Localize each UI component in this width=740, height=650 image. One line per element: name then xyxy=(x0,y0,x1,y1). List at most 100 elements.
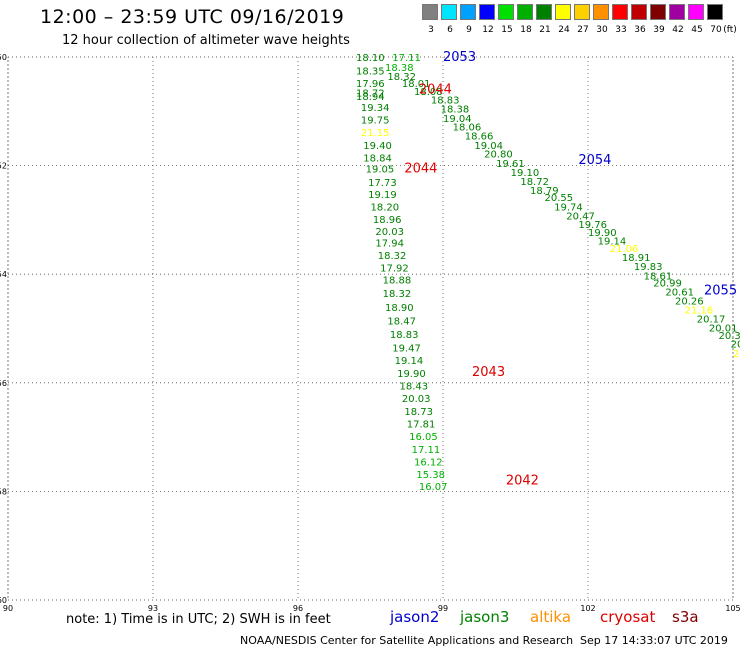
wave-height-label: 18.96 xyxy=(373,215,402,226)
legend-swatch-70 xyxy=(707,4,723,20)
wave-height-label: 18.32 xyxy=(378,251,407,262)
wave-height-label: 19.83 xyxy=(634,262,663,273)
y-tick-label: -52 xyxy=(0,162,7,171)
wave-height-label: 18.47 xyxy=(387,316,416,327)
wave-height-label: 18.94 xyxy=(356,92,385,103)
legend-label: 18 xyxy=(520,25,532,35)
wave-height-label: 18.38 xyxy=(441,105,470,116)
legend-swatch-18 xyxy=(517,4,533,20)
wave-height-label: 2 xyxy=(733,349,739,360)
wave-height-label: 20.55 xyxy=(545,193,574,204)
satellite-label-s3a: s3a xyxy=(672,608,699,626)
wave-height-label: 18.35 xyxy=(356,67,385,78)
wave-height-label: 17.92 xyxy=(380,264,409,275)
legend-swatch-36 xyxy=(631,4,647,20)
wave-height-label: 20.61 xyxy=(665,288,694,299)
wave-height-label: 19.75 xyxy=(361,115,390,126)
wave-height-label: 18.43 xyxy=(400,382,429,393)
legend-label: 3 xyxy=(428,25,434,35)
legend-swatch-6 xyxy=(441,4,457,20)
pass-id-label: 2042 xyxy=(506,474,539,489)
x-tick-label: 90 xyxy=(3,604,13,613)
wave-height-label: 18.32 xyxy=(383,289,412,300)
generated-timestamp: Sep 17 14:33:07 UTC 2019 xyxy=(580,634,728,647)
wave-height-label: 18.20 xyxy=(371,202,400,213)
legend-swatch-45 xyxy=(688,4,704,20)
wave-height-label: 19.14 xyxy=(598,237,627,248)
wave-height-label: 18.91 xyxy=(622,253,651,264)
wave-height-label: 19.04 xyxy=(443,114,472,125)
wave-height-label: 18.83 xyxy=(390,330,419,341)
wave-height-label: 15.38 xyxy=(416,470,445,481)
legend-label: 27 xyxy=(577,25,589,35)
wave-height-label: 16.05 xyxy=(409,432,438,443)
wave-height-label: 19.14 xyxy=(395,356,424,367)
satellite-label-cryosat: cryosat xyxy=(600,608,656,626)
wave-height-label: 19.90 xyxy=(588,228,617,239)
legend-label: 30 xyxy=(596,25,608,35)
wave-height-label: 21.16 xyxy=(685,305,714,316)
legend-swatch-12 xyxy=(479,4,495,20)
legend-label: 12 xyxy=(482,25,494,35)
page-title: 12:00 – 23:59 UTC 09/16/2019 xyxy=(40,6,345,28)
legend-swatch-24 xyxy=(555,4,571,20)
wave-height-label: 17.94 xyxy=(375,239,404,250)
legend-label: 6 xyxy=(447,25,453,35)
wave-height-label: 18.73 xyxy=(404,407,433,418)
page-subtitle: 12 hour collection of altimeter wave hei… xyxy=(62,33,350,48)
wave-height-label: 18.72 xyxy=(520,177,549,188)
wave-height-label: 18.10 xyxy=(356,53,385,64)
wave-height-label: 20.01 xyxy=(709,323,738,334)
wave-height-label: 18.90 xyxy=(385,303,414,314)
legend-label: 24 xyxy=(558,25,570,35)
wave-height-label: 18.32 xyxy=(387,72,416,83)
legend-label: 9 xyxy=(466,25,472,35)
x-tick-label: 99 xyxy=(438,604,448,613)
legend-label: 45 xyxy=(691,25,703,35)
wave-height-label: 19.34 xyxy=(361,103,390,114)
wave-height-label: 20.17 xyxy=(697,315,726,326)
wave-height-label: 20.26 xyxy=(675,296,704,307)
legend-swatch-21 xyxy=(536,4,552,20)
wave-height-label: 20.99 xyxy=(653,278,682,289)
y-tick-label: -50 xyxy=(0,53,7,62)
legend-swatch-39 xyxy=(650,4,666,20)
wave-height-label: 18.83 xyxy=(431,95,460,106)
wave-height-label: 17.11 xyxy=(392,53,421,64)
satellite-label-jason3: jason3 xyxy=(460,608,510,626)
satellite-label-jason2: jason2 xyxy=(390,608,440,626)
legend-label: 39 xyxy=(653,25,665,35)
x-tick-label: 102 xyxy=(580,604,595,613)
legend-unit: (ft) xyxy=(723,25,737,35)
pass-id-label: 2044 xyxy=(404,161,437,176)
legend-swatch-3 xyxy=(422,4,438,20)
legend-swatch-9 xyxy=(460,4,476,20)
wave-height-label: 18.84 xyxy=(363,153,392,164)
wave-height-label: 19.47 xyxy=(392,344,421,355)
legend-swatch-15 xyxy=(498,4,514,20)
legend-swatch-30 xyxy=(593,4,609,20)
x-tick-label: 93 xyxy=(148,604,158,613)
legend-label: 36 xyxy=(634,25,646,35)
wave-height-label: 18.88 xyxy=(383,276,412,287)
legend-label: 42 xyxy=(672,25,684,35)
legend-swatch-33 xyxy=(612,4,628,20)
y-tick-label: -54 xyxy=(0,270,7,279)
credit-line: NOAA/NESDIS Center for Satellite Applica… xyxy=(240,634,574,647)
wave-height-label: 18.01 xyxy=(402,79,431,90)
footer-note: note: 1) Time is in UTC; 2) SWH is in fe… xyxy=(66,612,331,627)
legend-label: 21 xyxy=(539,25,551,35)
wave-height-label: 21.15 xyxy=(361,128,390,139)
wave-height-label: 19.76 xyxy=(578,220,607,231)
wave-height-label: 17.81 xyxy=(407,420,436,431)
wave-height-label: 19.90 xyxy=(397,369,426,380)
wave-height-label: 18.79 xyxy=(530,186,559,197)
pass-id-label: 2044 xyxy=(419,83,452,98)
wave-height-label: 16.07 xyxy=(419,482,448,493)
wave-height-label: 18.61 xyxy=(644,271,673,282)
x-tick-label: 105 xyxy=(725,604,740,613)
wave-height-label: 19.61 xyxy=(496,159,525,170)
legend-label: 15 xyxy=(501,25,513,35)
legend-swatch-27 xyxy=(574,4,590,20)
